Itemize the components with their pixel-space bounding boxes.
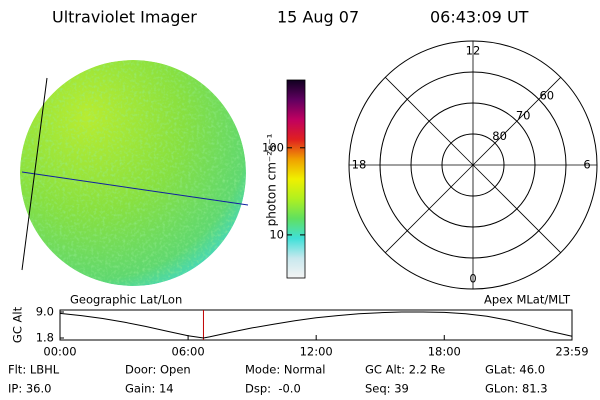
date: 15 Aug 07 [277, 8, 359, 27]
polar-ring [410, 102, 536, 228]
x-tick-label: 06:00 [172, 345, 205, 359]
colorbar-label: photon cm⁻²s⁻¹ [265, 133, 279, 226]
colorbar [286, 79, 306, 279]
colorbar-tick-label: 10 [269, 227, 284, 241]
x-tick-label: 23:59 [555, 345, 588, 359]
status-field: Gain: 14 [125, 382, 174, 396]
status-field: Seq: 39 [365, 382, 409, 396]
x-tick-label: 00:00 [43, 345, 76, 359]
panel-title-left: Geographic Lat/Lon [70, 293, 182, 307]
lon-line [21, 77, 48, 271]
status-field: IP: 36.0 [8, 382, 51, 396]
status-field: Dsp: -0.0 [245, 382, 301, 396]
polar-mlt-label: 18 [352, 158, 367, 172]
y-axis-label: GC Alt [11, 306, 25, 343]
status-field: GLon: 81.3 [485, 382, 548, 396]
instrument: Ultraviolet Imager [52, 8, 197, 27]
y-tick-label: 1.8 [36, 331, 54, 345]
polar-ring-label: 60 [539, 89, 554, 103]
status-field: Flt: LBHL [8, 363, 60, 377]
time: 06:43:09 UT [430, 8, 529, 27]
polar-mlt-label: 12 [466, 44, 481, 58]
polar-ring-label: 80 [492, 129, 507, 143]
status-field: Door: Open [125, 363, 191, 377]
polar-ring-label: 70 [516, 109, 531, 123]
polar-ring [441, 133, 505, 197]
altitude-line [59, 311, 573, 339]
auroral-image [20, 60, 246, 286]
colorbar-tick-label: 100 [262, 140, 284, 154]
polar-ring [379, 71, 567, 259]
x-tick-label: 12:00 [300, 345, 333, 359]
status-field: GLat: 46.0 [485, 363, 545, 377]
lat-line [21, 171, 249, 206]
x-tick-label: 18:00 [428, 345, 461, 359]
status-field: GC Alt: 2.2 Re [365, 363, 445, 377]
panel-title-right: Apex MLat/MLT [484, 293, 571, 307]
status-field: Mode: Normal [245, 363, 325, 377]
polar-mlt-label: 6 [583, 158, 590, 172]
polar-mlt-label: 0 [469, 272, 476, 286]
y-tick-label: 9.0 [36, 305, 54, 319]
